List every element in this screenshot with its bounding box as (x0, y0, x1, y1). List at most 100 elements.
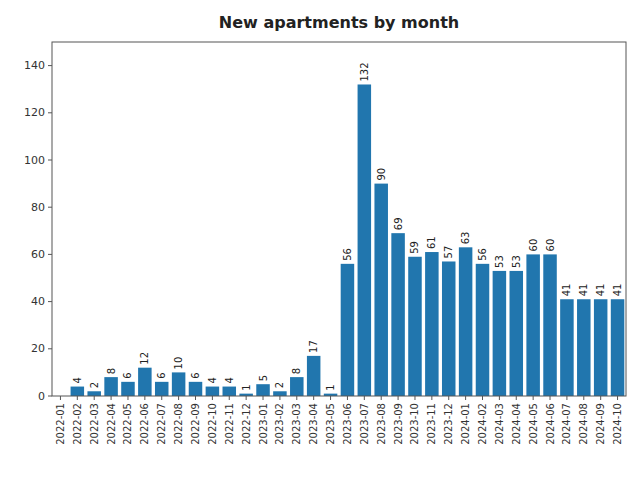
x-tick (127, 396, 128, 400)
bar (290, 377, 304, 396)
x-tick (347, 396, 348, 400)
data-label: 6 (190, 372, 201, 378)
y-tick-label: 80 (31, 201, 45, 214)
x-tick-label: 2022-09 (190, 403, 201, 445)
data-label: 4 (207, 377, 218, 383)
x-tick (414, 396, 415, 400)
x-tick-label: 2023-04 (308, 403, 319, 445)
x-tick (398, 396, 399, 400)
x-tick-label: 2022-07 (156, 403, 167, 445)
bar (408, 257, 422, 396)
x-tick-label: 2023-12 (443, 403, 454, 445)
data-label: 53 (511, 255, 522, 268)
x-tick-label: 2022-10 (207, 403, 218, 445)
y-tick-label: 120 (24, 106, 45, 119)
data-label: 53 (494, 255, 505, 268)
bars (71, 84, 625, 396)
y-tick-label: 140 (24, 59, 45, 72)
x-tick-label: 2024-08 (578, 403, 589, 445)
bar (442, 261, 456, 396)
chart-container: 4286126106441528171561329069596157635653… (0, 0, 640, 480)
data-label: 8 (106, 368, 117, 374)
x-tick (279, 396, 280, 400)
bar (189, 382, 203, 396)
x-tick (533, 396, 534, 400)
bar (341, 264, 355, 396)
x-tick (364, 396, 365, 400)
x-tick (550, 396, 551, 400)
chart: 4286126106441528171561329069596157635653… (0, 0, 640, 480)
bar (611, 299, 625, 396)
x-tick-label: 2024-10 (612, 403, 623, 445)
data-label: 12 (139, 352, 150, 365)
data-label: 1 (325, 384, 336, 390)
x-tick (516, 396, 517, 400)
y-tick (48, 348, 52, 349)
y-tick-label: 100 (24, 154, 45, 167)
bar (358, 84, 372, 396)
data-label: 61 (426, 236, 437, 249)
bar (543, 254, 557, 396)
x-tick (144, 396, 145, 400)
bar (510, 271, 524, 396)
x-tick-label: 2024-04 (511, 403, 522, 445)
x-tick-label: 2024-06 (545, 403, 556, 445)
data-label: 10 (173, 357, 184, 370)
data-label: 41 (612, 284, 623, 297)
x-tick (195, 396, 196, 400)
x-tick (583, 396, 584, 400)
x-tick (566, 396, 567, 400)
x-tick-label: 2022-12 (241, 403, 252, 445)
data-label: 5 (258, 375, 269, 381)
x-tick-label: 2023-10 (409, 403, 420, 445)
x-tick-label: 2023-08 (376, 403, 387, 445)
bar (223, 387, 237, 396)
x-tick (263, 396, 264, 400)
x-tick-label: 2022-11 (224, 403, 235, 445)
x-tick-label: 2024-03 (494, 403, 505, 445)
x-tick (313, 396, 314, 400)
data-label: 132 (359, 62, 370, 81)
x-tick (431, 396, 432, 400)
data-label: 41 (578, 284, 589, 297)
x-tick (94, 396, 95, 400)
x-tick (229, 396, 230, 400)
data-label: 60 (528, 239, 539, 252)
title: New apartments by month (219, 13, 459, 32)
y-tick (48, 207, 52, 208)
data-label: 4 (224, 377, 235, 383)
x-tick (448, 396, 449, 400)
x-tick-label: 2022-02 (72, 403, 83, 445)
x-tick (178, 396, 179, 400)
y-tick-label: 0 (38, 390, 45, 403)
data-label: 8 (291, 368, 302, 374)
x-tick-label: 2024-02 (477, 403, 488, 445)
data-label: 1 (241, 384, 252, 390)
data-label: 6 (156, 372, 167, 378)
bar (155, 382, 169, 396)
bar (206, 387, 220, 396)
x-tick-label: 2022-05 (122, 403, 133, 445)
x-tick-label: 2024-07 (561, 403, 572, 445)
y-tick (48, 65, 52, 66)
data-label: 60 (545, 239, 556, 252)
data-label: 2 (89, 382, 100, 388)
y-tick-label: 60 (31, 248, 45, 261)
x-tick (212, 396, 213, 400)
x-tick-label: 2022-01 (55, 403, 66, 445)
x-tick-label: 2023-06 (342, 403, 353, 445)
bar (374, 184, 388, 396)
data-label: 59 (409, 241, 420, 254)
bar (493, 271, 507, 396)
y-tick (48, 396, 52, 397)
y-tick (48, 254, 52, 255)
y-tick (48, 301, 52, 302)
bar (307, 356, 321, 396)
x-tick-label: 2022-03 (89, 403, 100, 445)
data-label: 63 (460, 232, 471, 245)
x-tick-label: 2023-05 (325, 403, 336, 445)
data-label: 56 (477, 248, 488, 261)
y-tick (48, 112, 52, 113)
x-tick-label: 2023-01 (258, 403, 269, 445)
x-tick (499, 396, 500, 400)
